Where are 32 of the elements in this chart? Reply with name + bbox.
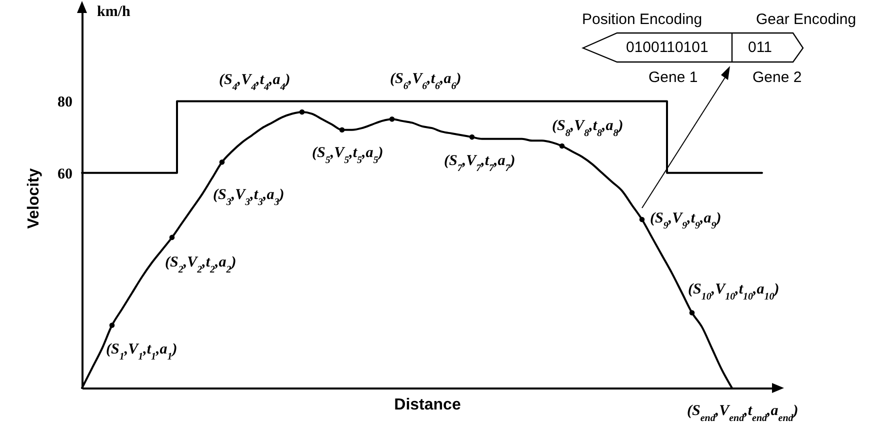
text: (S$_{2}$,V$_{2}$,t$_{2}$,a$_{2}$): [165, 254, 236, 275]
text: (S$_{end}$,V$_{end}$,t$_{end}$,a$_{end}$): [687, 403, 798, 424]
y-axis-title: Velocity: [26, 168, 42, 229]
annotation: 0100110101: [626, 39, 708, 56]
annotation: Gene 1: [648, 69, 698, 86]
annotation: Gene 2: [752, 69, 802, 86]
y-tick-label: 80: [58, 94, 72, 111]
point: [109, 322, 115, 328]
point: [559, 143, 565, 149]
point: [299, 109, 305, 115]
point: [389, 116, 395, 122]
text: (S$_{5}$,V$_{5}$,t$_{5}$,a$_{5}$): [312, 144, 384, 166]
point: [169, 234, 175, 240]
annotation: Position Encoding: [582, 11, 702, 28]
point: [689, 310, 695, 316]
text: (S$_{3}$,V$_{3}$,t$_{3}$,a$_{3}$): [213, 187, 284, 208]
text: (S$_{7}$,V$_{7}$,t$_{7}$,a$_{7}$): [444, 153, 516, 174]
text: (S$_{10}$,V$_{10}$,t$_{10}$,a$_{10}$): [688, 282, 780, 302]
annotation: km/h: [97, 4, 130, 20]
text: (S$_{8}$,V$_{8}$,t$_{8}$,a$_{8}$): [552, 118, 624, 139]
text: (S$_{6}$,V$_{6}$,t$_{6}$,a$_{6}$): [390, 71, 462, 92]
point: [469, 134, 475, 140]
point: [339, 127, 345, 133]
point: [219, 160, 225, 165]
y-tick-label: 60: [58, 166, 72, 182]
annotation: Gear Encoding: [756, 11, 856, 28]
text: (S$_{4}$,V$_{4}$,t$_{4}$,a$_{4}$): [219, 72, 290, 92]
text: (S$_{9}$,V$_{9}$,t$_{9}$,a$_{9}$): [650, 210, 722, 232]
text: (S$_{1}$,V$_{1}$,t$_{1}$,a$_{1}$): [106, 341, 178, 362]
x-axis-title: Distance: [394, 396, 461, 414]
annotation: 011: [748, 39, 772, 56]
point: [639, 216, 645, 222]
